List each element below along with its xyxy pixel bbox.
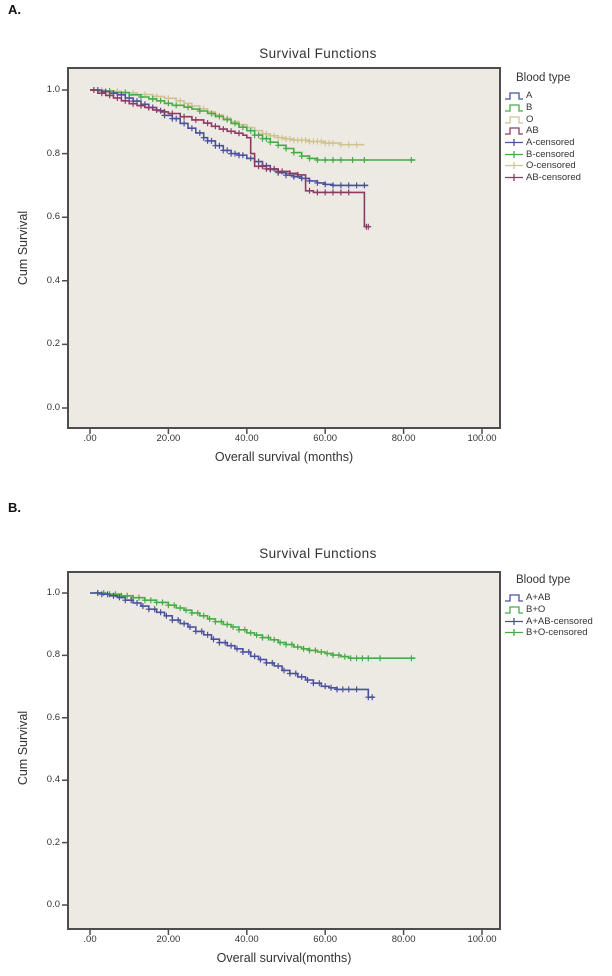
panel-b: B. Survival Functions Cum Survival Overa… <box>0 488 612 976</box>
x-tick-label: 100.00 <box>467 433 497 444</box>
x-tick-label: 40.00 <box>234 934 259 945</box>
legend-entry-label: B <box>526 102 533 114</box>
x-tick-label: 100.00 <box>467 934 497 945</box>
axis-tick-marks <box>62 592 483 935</box>
legend-row: B+O <box>504 604 610 616</box>
y-tick-label: 0.8 <box>46 147 60 159</box>
legend-entry-label: B+O-censored <box>526 627 588 639</box>
y-tick-label: 0.6 <box>46 211 60 223</box>
chart-title-a: Survival Functions <box>259 46 377 61</box>
censored-plus-swatch-icon <box>505 174 523 182</box>
panel-a-label: A. <box>8 2 21 17</box>
legend-row: A-censored <box>504 137 610 149</box>
y-tick-label: 0.4 <box>46 274 60 286</box>
y-tick-label: 0.2 <box>46 338 60 350</box>
x-tick-label: .00 <box>83 433 97 444</box>
legend-entries-a: A B O AB A-censored B-censored O-censored AB-ce… <box>504 90 610 184</box>
legend-row: O <box>504 113 610 125</box>
y-tick-label: 0.4 <box>46 774 60 786</box>
step-line-swatch-icon <box>505 104 523 112</box>
legend-row: B-censored <box>504 148 610 160</box>
x-tick-label: 80.00 <box>391 934 416 945</box>
legend-row: A+AB <box>504 592 610 604</box>
legend-row: AB-censored <box>504 172 610 184</box>
legend-row: A+AB-censored <box>504 615 610 627</box>
legend-row: B <box>504 102 610 114</box>
step-line-swatch-icon <box>505 116 523 124</box>
y-tick-label: 0.6 <box>46 711 60 723</box>
censored-plus-swatch-icon <box>505 629 523 637</box>
legend-row: A <box>504 90 610 102</box>
legend-row: O-censored <box>504 160 610 172</box>
x-axis-title-b: Overall survival(months) <box>216 951 352 965</box>
legend-title-b: Blood type <box>516 574 571 586</box>
legend-entry-label: A <box>526 90 533 102</box>
x-tick-label: 60.00 <box>313 934 338 945</box>
legend-title-a: Blood type <box>516 72 571 84</box>
y-tick-label: 0.2 <box>46 836 60 848</box>
axis-tick-marks <box>62 89 483 434</box>
x-tick-label: 60.00 <box>313 433 338 444</box>
censored-plus-swatch-icon <box>505 162 523 170</box>
plot-frame <box>67 67 501 429</box>
censored-plus-swatch-icon <box>505 139 523 147</box>
legend-a: Blood type A B O AB A-censored B-censored O-ce… <box>504 72 610 184</box>
x-axis-title-a: Overall survival (months) <box>214 450 354 464</box>
censor-marks-AB <box>90 87 372 230</box>
x-tick-label: 80.00 <box>391 433 416 444</box>
y-tick-label: 1.0 <box>46 587 60 598</box>
legend-entry-label: O <box>526 113 534 125</box>
legend-entry-label: O-censored <box>526 160 576 172</box>
step-line-swatch-icon <box>505 606 523 614</box>
legend-entry-label: B-censored <box>526 148 575 160</box>
x-tick-label: 20.00 <box>156 433 181 444</box>
y-tick-label: 0.0 <box>46 899 60 910</box>
x-tick-label: 40.00 <box>234 433 259 444</box>
censor-marks-A+AB <box>94 590 376 701</box>
legend-b: Blood type A+AB B+O A+AB-censored B+O-censo… <box>504 574 610 639</box>
chart-title-b: Survival Functions <box>259 546 377 561</box>
x-tick-label: .00 <box>83 934 97 945</box>
plot-area <box>68 68 500 428</box>
x-tick-label: 20.00 <box>156 934 181 945</box>
legend-entry-label: A+AB <box>526 592 551 604</box>
legend-entry-label: AB <box>526 125 539 137</box>
survival-plot-b <box>62 571 501 935</box>
panel-a: A. Survival Functions Cum Survival Overa… <box>8 2 610 464</box>
plot-area <box>68 572 500 929</box>
legend-entry-label: B+O <box>526 604 546 616</box>
censored-plus-swatch-icon <box>505 617 523 625</box>
legend-row: B+O-censored <box>504 627 610 639</box>
step-line-swatch-icon <box>505 92 523 100</box>
legend-entry-label: A+AB-censored <box>526 615 593 627</box>
legend-entry-label: AB-censored <box>526 172 581 184</box>
legend-entries-b: A+AB B+O A+AB-censored B+O-censored <box>504 592 610 639</box>
y-tick-label: 0.0 <box>46 402 60 413</box>
legend-row: AB <box>504 125 610 137</box>
y-tick-label: 0.8 <box>46 649 60 661</box>
panel-b-label: B. <box>8 500 21 515</box>
y-axis-title-b: Cum Survival <box>16 710 30 786</box>
y-tick-label: 1.0 <box>46 84 60 95</box>
survival-plot-a <box>62 67 501 434</box>
censored-plus-swatch-icon <box>505 150 523 158</box>
legend-entry-label: A-censored <box>526 137 575 149</box>
step-line-swatch-icon <box>505 127 523 136</box>
step-line-swatch-icon <box>505 594 523 602</box>
y-axis-title-a: Cum Survival <box>16 210 30 286</box>
plot-frame <box>67 571 501 930</box>
